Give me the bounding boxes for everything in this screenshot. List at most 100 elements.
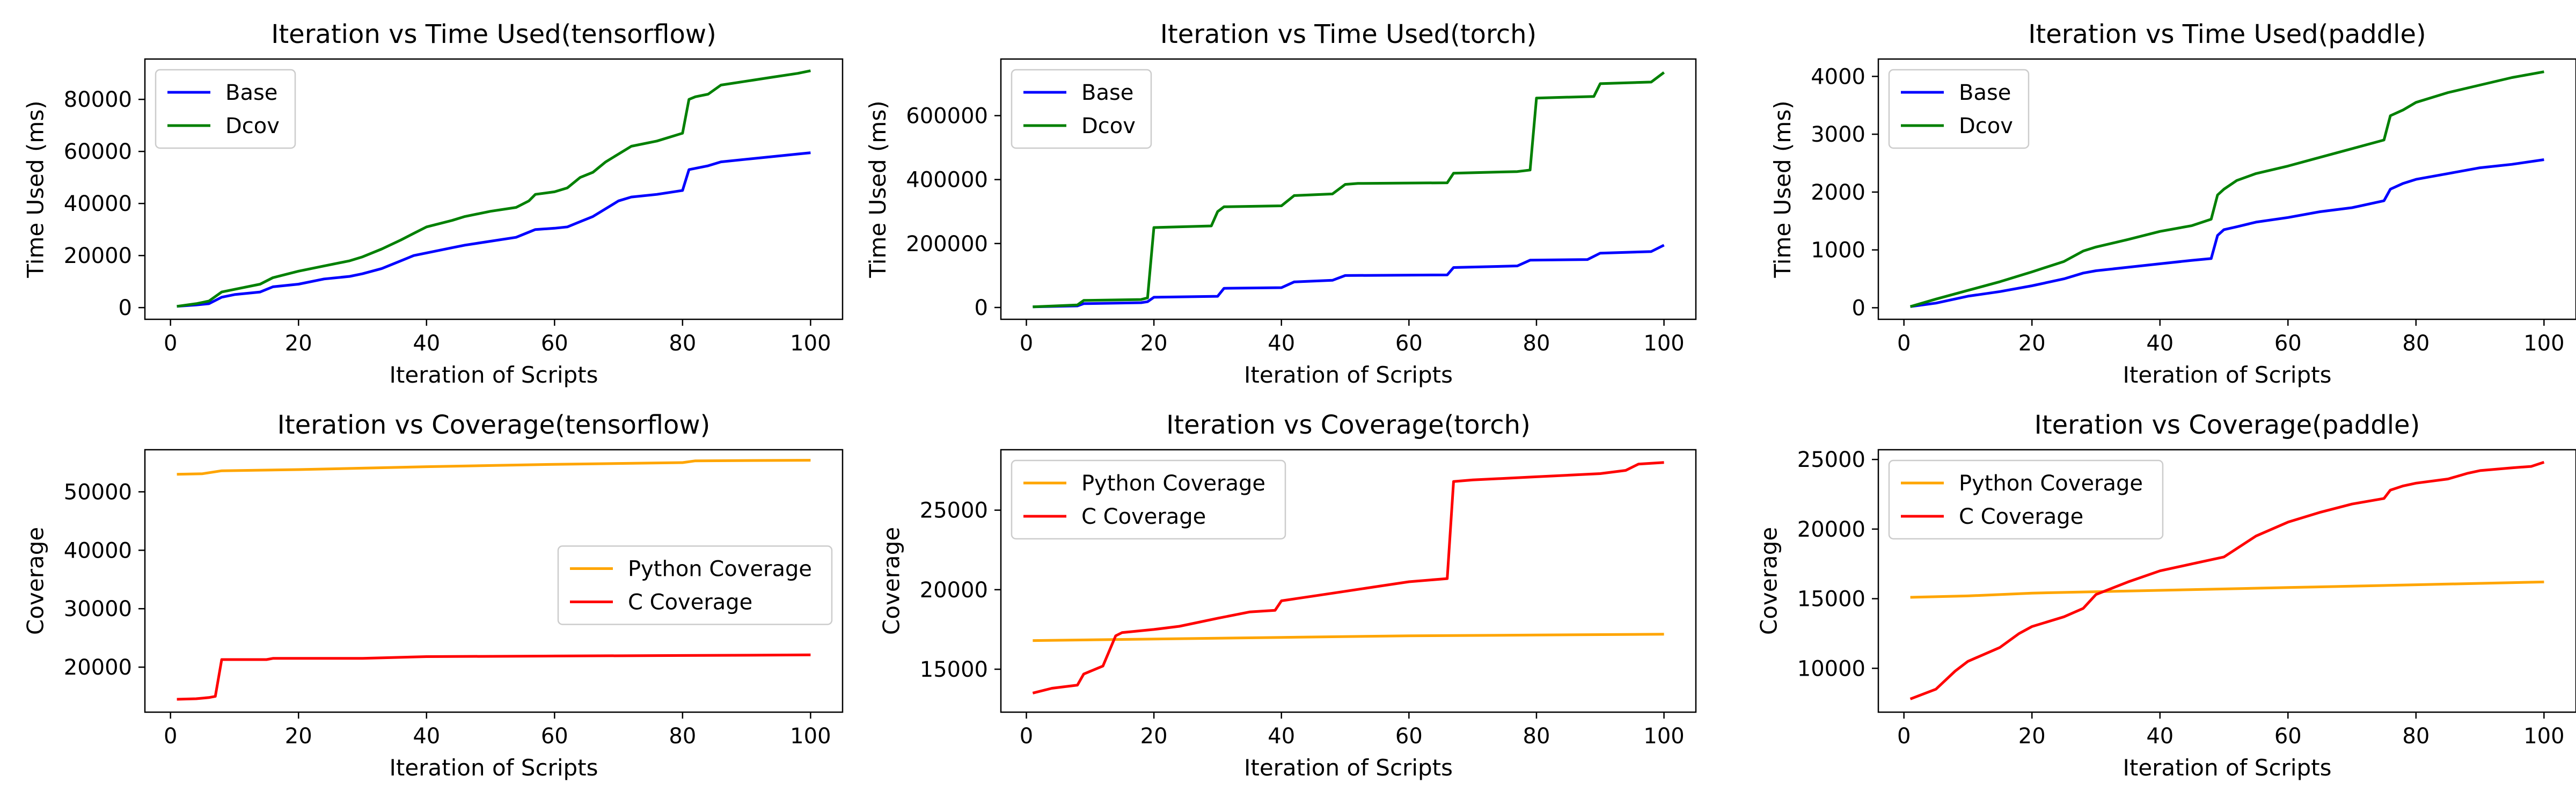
y-tick-label: 0 <box>1852 296 1865 320</box>
x-tick-label: 60 <box>2274 724 2302 749</box>
y-tick-label: 0 <box>119 296 132 320</box>
y-tick-label: 200000 <box>906 232 988 257</box>
y-tick-label: 0 <box>975 296 988 320</box>
legend-label: C Coverage <box>1081 504 1206 529</box>
chart-panel: Iteration vs Coverage(torch) 0 20 40 60 80 100… <box>879 410 1697 781</box>
legend-label: Dcov <box>225 114 280 138</box>
x-tick-label: 0 <box>1897 331 1911 356</box>
x-tick-label: 0 <box>164 331 177 356</box>
legend-label: C Coverage <box>1959 504 2083 529</box>
y-tick-label: 80000 <box>64 87 132 112</box>
x-tick-label: 40 <box>1268 331 1295 356</box>
x-tick-label: 20 <box>285 724 312 749</box>
legend-label: Base <box>225 80 277 105</box>
chart-panel: Iteration vs Coverage(tensorflow) 0 20 40 60… <box>23 410 844 781</box>
chart-title: Iteration vs Time Used(torch) <box>1160 19 1537 49</box>
y-tick-label: 1000 <box>1811 238 1865 263</box>
series-line-dcov <box>1909 70 2544 308</box>
legend-label: Python Coverage <box>1081 471 1265 496</box>
series-line-dcov <box>177 69 811 308</box>
legend-box <box>1011 69 1152 149</box>
y-tick-label: 20000 <box>1797 517 1865 542</box>
x-tick-label: 100 <box>1643 331 1684 356</box>
series-line-c-coverage <box>1909 460 2545 700</box>
x-tick-label: 40 <box>2146 724 2174 749</box>
chart-panel: Iteration vs Coverage(paddle) 0 20 40 60 80 10… <box>1756 410 2576 781</box>
series-line-python-coverage <box>1033 633 1664 642</box>
x-tick-label: 100 <box>2523 331 2564 356</box>
series-line-base <box>1910 158 2544 308</box>
x-axis-label: Iteration of Scripts <box>2123 755 2331 781</box>
y-axis-label: Coverage <box>879 527 905 635</box>
chart-title: Iteration vs Time Used(tensorflow) <box>271 19 716 49</box>
chart-panel: Iteration vs Time Used(paddle) 0 20 40 60 80 1… <box>1769 19 2576 388</box>
x-tick-label: 60 <box>1395 724 1423 749</box>
legend-label: Python Coverage <box>1959 471 2143 496</box>
plot-area <box>1000 449 1697 713</box>
x-tick-label: 80 <box>1523 331 1550 356</box>
legend-label: Dcov <box>1081 114 1136 138</box>
plot-area <box>1877 58 2576 320</box>
y-axis-label: Time Used (ms) <box>23 100 49 278</box>
y-tick-label: 600000 <box>906 104 988 128</box>
y-tick-label: 40000 <box>64 538 132 563</box>
chart-panel: Iteration vs Time Used(torch) 0 20 40 60 80 10… <box>865 19 1697 388</box>
chart-title: Iteration vs Coverage(paddle) <box>2035 410 2420 440</box>
chart-title: Iteration vs Coverage(tensorflow) <box>277 410 711 440</box>
x-tick-label: 100 <box>2523 724 2564 749</box>
series-line-c-coverage <box>1032 461 1664 694</box>
legend: Python Coverage C Coverage <box>557 545 833 625</box>
legend: Python Coverage C Coverage <box>1011 459 1286 540</box>
legend-box <box>1888 69 2030 149</box>
x-tick-label: 20 <box>1140 724 1168 749</box>
y-tick-label: 3000 <box>1811 122 1865 147</box>
legend-label: Python Coverage <box>628 557 812 582</box>
plot-area <box>144 449 844 713</box>
series-line-python-coverage <box>177 459 811 476</box>
plot-area <box>1877 449 2576 713</box>
x-tick-label: 100 <box>1643 724 1684 749</box>
x-tick-label: 20 <box>1140 331 1168 356</box>
x-axis-label: Iteration of Scripts <box>1244 755 1453 781</box>
y-tick-label: 25000 <box>1797 448 1865 472</box>
chart-title: Iteration vs Coverage(torch) <box>1166 410 1531 440</box>
series-line-dcov <box>1033 71 1665 309</box>
y-tick-label: 50000 <box>64 480 132 504</box>
legend-box <box>155 69 296 149</box>
y-tick-label: 15000 <box>1797 587 1865 612</box>
legend: Python Coverage C Coverage <box>1888 459 2164 540</box>
plot-area <box>1000 58 1697 320</box>
y-tick-label: 15000 <box>920 657 988 682</box>
y-axis-label: Coverage <box>23 527 49 635</box>
x-tick-label: 20 <box>2018 724 2046 749</box>
x-tick-label: 100 <box>790 724 831 749</box>
plot-area <box>144 58 844 320</box>
x-axis-label: Iteration of Scripts <box>389 755 598 781</box>
chart-panel: Iteration vs Time Used(tensorflow) 0 20 40 6… <box>23 19 844 388</box>
y-tick-label: 20000 <box>64 244 132 268</box>
x-tick-label: 60 <box>541 331 568 356</box>
series-line-python-coverage <box>1910 580 2544 599</box>
x-tick-label: 80 <box>1523 724 1550 749</box>
x-tick-label: 60 <box>2274 331 2302 356</box>
x-tick-label: 40 <box>1268 724 1295 749</box>
chart-title: Iteration vs Time Used(paddle) <box>2028 19 2426 49</box>
series-line-c-coverage <box>177 653 811 701</box>
y-tick-label: 25000 <box>920 499 988 523</box>
x-tick-label: 40 <box>2146 331 2174 356</box>
y-tick-label: 4000 <box>1811 64 1865 89</box>
x-tick-label: 0 <box>164 724 177 749</box>
y-axis-label: Time Used (ms) <box>865 100 891 278</box>
x-tick-label: 20 <box>2018 331 2046 356</box>
legend-box <box>1888 459 2164 540</box>
y-axis-label: Coverage <box>1756 527 1782 635</box>
x-tick-label: 80 <box>2402 331 2429 356</box>
legend-box <box>557 545 833 625</box>
legend-label: C Coverage <box>628 590 752 615</box>
legend-label: Base <box>1081 80 1133 105</box>
x-axis-label: Iteration of Scripts <box>389 362 598 388</box>
legend-box <box>1011 459 1286 540</box>
x-tick-label: 60 <box>1395 331 1423 356</box>
y-tick-label: 20000 <box>64 655 132 680</box>
